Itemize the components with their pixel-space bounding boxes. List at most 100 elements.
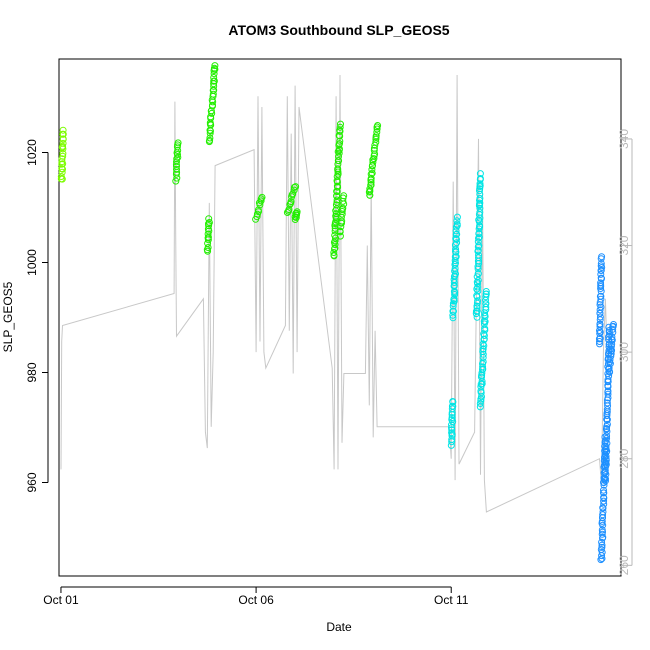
y2-axis: 260 280 300 320 340: [617, 129, 633, 575]
data-point: [599, 508, 607, 516]
data-point: [59, 135, 67, 143]
data-point: [609, 325, 617, 333]
data-point: [334, 157, 342, 164]
data-point: [289, 190, 297, 198]
data-point: [476, 194, 484, 202]
data-point: [603, 432, 611, 440]
data-point: [453, 217, 461, 225]
data-point: [605, 368, 613, 376]
data-point: [449, 311, 457, 319]
data-point: [336, 140, 343, 148]
data-point: [334, 160, 342, 168]
data-point: [373, 125, 381, 133]
data-point: [602, 455, 610, 462]
data-point: [610, 321, 617, 328]
y-axis: 960 980 1000 1020: [25, 139, 49, 493]
data-point: [474, 247, 482, 254]
data-point: [605, 327, 613, 334]
secondary-line-layer: [60, 74, 608, 513]
data-point: [448, 414, 456, 422]
y-tick-label: 980: [25, 362, 39, 382]
data-point: [479, 350, 487, 358]
data-point: [596, 338, 603, 345]
data-point: [253, 213, 261, 221]
data-point: [336, 227, 344, 235]
data-point: [482, 300, 490, 308]
data-point: [475, 216, 483, 224]
data-point: [335, 149, 343, 157]
data-point: [58, 165, 66, 173]
data-point: [597, 292, 605, 300]
data-point: [333, 187, 341, 195]
data-point: [453, 213, 461, 221]
data-point: [601, 469, 609, 476]
data-point: [204, 225, 212, 233]
data-point: [597, 295, 605, 303]
data-point: [603, 399, 611, 407]
data-point: [600, 489, 607, 497]
data-point: [451, 267, 459, 275]
data-point: [367, 170, 375, 178]
data-point: [333, 177, 341, 185]
data-point: [477, 387, 485, 395]
data-point: [331, 227, 339, 235]
data-point: [596, 323, 604, 330]
data-point: [293, 208, 301, 216]
data-point: [453, 239, 461, 247]
data-point: [448, 436, 456, 443]
series-1: [172, 62, 382, 260]
data-point: [452, 245, 460, 253]
data-point: [338, 217, 346, 225]
data-point: [598, 517, 606, 525]
data-point: [451, 257, 459, 265]
data-point: [368, 169, 376, 177]
data-point: [598, 275, 605, 283]
data-point: [475, 242, 483, 249]
data-point: [204, 230, 212, 238]
data-point: [287, 198, 295, 206]
data-point: [368, 166, 376, 174]
y2-tick-label: 320: [617, 235, 631, 255]
x-tick-label: Oct 11: [434, 593, 469, 607]
data-point: [448, 429, 456, 437]
data-point: [335, 132, 343, 139]
data-point: [336, 145, 343, 153]
y2-tick-label: 300: [617, 342, 631, 362]
data-point: [479, 340, 487, 348]
data-point: [476, 400, 484, 407]
data-point: [336, 123, 344, 131]
data-point: [57, 173, 65, 180]
data-point: [370, 155, 378, 163]
data-point: [597, 556, 605, 564]
data-point: [476, 180, 484, 188]
data-point: [366, 185, 374, 193]
data-point: [453, 230, 461, 238]
data-point: [373, 128, 381, 136]
data-point: [374, 122, 382, 129]
data-point: [208, 109, 216, 117]
data-point: [597, 279, 605, 287]
data-point: [334, 170, 342, 178]
data-point: [210, 64, 218, 72]
data-point: [452, 253, 460, 261]
data-point: [367, 181, 375, 189]
data-point: [59, 142, 67, 150]
data-point: [204, 244, 212, 251]
data-point: [293, 211, 300, 219]
data-point: [333, 192, 341, 200]
data-point: [481, 318, 489, 326]
data-point: [481, 325, 489, 333]
data-point: [598, 538, 606, 546]
data-point: [255, 199, 263, 207]
data-point: [602, 443, 610, 451]
data-point: [596, 313, 604, 321]
data-point: [603, 406, 611, 414]
data-point: [608, 335, 616, 343]
data-point: [479, 345, 487, 353]
x-axis: Oct 01 Oct 06 Oct 11: [43, 586, 469, 607]
data-point: [205, 220, 212, 228]
data-point: [482, 293, 490, 301]
data-point: [599, 511, 607, 519]
data-point: [206, 134, 214, 142]
